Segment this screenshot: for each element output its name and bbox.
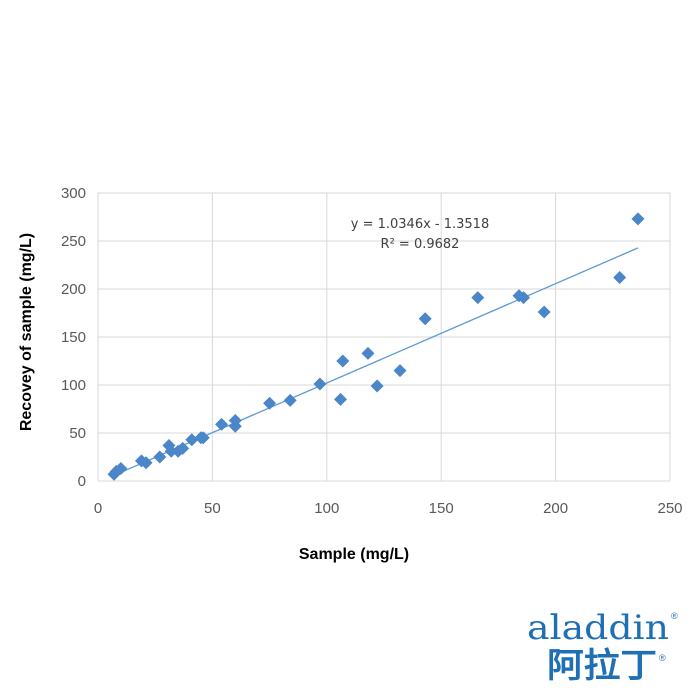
data-point — [153, 450, 167, 464]
data-point — [164, 444, 178, 458]
data-points — [107, 212, 645, 481]
data-point — [283, 393, 297, 407]
data-point — [336, 354, 350, 368]
x-tick-label: 50 — [204, 500, 221, 517]
r-squared-label: R² = 0.9682 — [381, 237, 460, 252]
y-tick-label: 250 — [61, 233, 86, 250]
data-point — [613, 270, 627, 284]
data-point — [370, 379, 384, 393]
y-tick-label: 50 — [69, 425, 86, 442]
y-tick-labels: 0 50 100 150 200 250 300 — [61, 185, 86, 490]
y-tick-label: 200 — [61, 281, 86, 298]
logo-latin-text: aladdin — [527, 608, 669, 648]
y-tick-label: 0 — [78, 473, 86, 490]
data-point — [418, 312, 432, 326]
grid-lines — [97, 192, 671, 482]
data-point — [185, 433, 199, 447]
data-point — [228, 414, 242, 428]
data-point — [334, 392, 348, 406]
data-point — [471, 291, 485, 305]
y-axis-title: Recovey of sample (mg/L) — [18, 233, 35, 431]
data-point — [537, 305, 551, 319]
data-point — [517, 291, 531, 305]
x-axis-title: Sample (mg/L) — [299, 546, 409, 563]
data-point — [393, 364, 407, 378]
data-point — [215, 417, 229, 431]
data-point — [631, 212, 645, 226]
logo-registered-mark-2: ® — [659, 653, 666, 663]
logo-registered-mark: ® — [671, 611, 678, 621]
logo-chinese-text: 阿拉丁 — [547, 646, 657, 685]
data-point — [313, 377, 327, 391]
x-tick-label: 200 — [543, 500, 568, 517]
data-point — [196, 431, 210, 445]
data-point — [139, 456, 153, 470]
x-tick-label: 100 — [314, 500, 339, 517]
data-point — [263, 396, 277, 410]
x-tick-label: 0 — [94, 500, 102, 517]
x-tick-labels: 0 50 100 150 200 250 — [94, 500, 683, 517]
data-point — [176, 441, 190, 455]
x-tick-label: 150 — [429, 500, 454, 517]
data-point — [361, 346, 375, 360]
x-tick-label: 250 — [657, 500, 682, 517]
trendline-equation: y = 1.0346x - 1.3518 — [351, 217, 489, 232]
y-tick-label: 300 — [61, 185, 86, 202]
y-tick-label: 100 — [61, 377, 86, 394]
data-point — [114, 462, 128, 476]
aladdin-logo: aladdin ® 阿拉丁 ® — [527, 608, 678, 685]
y-tick-label: 150 — [61, 329, 86, 346]
